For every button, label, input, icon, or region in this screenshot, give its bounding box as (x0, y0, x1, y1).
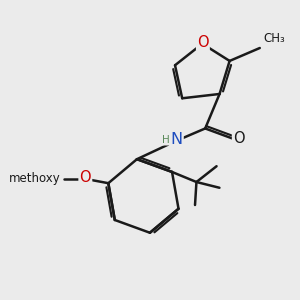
Text: CH₃: CH₃ (263, 32, 285, 45)
Text: O: O (197, 35, 209, 50)
Text: N: N (170, 132, 182, 147)
Text: methoxy: methoxy (9, 172, 60, 185)
Text: O: O (233, 131, 244, 146)
Text: H: H (162, 135, 170, 145)
Text: O: O (80, 170, 91, 185)
